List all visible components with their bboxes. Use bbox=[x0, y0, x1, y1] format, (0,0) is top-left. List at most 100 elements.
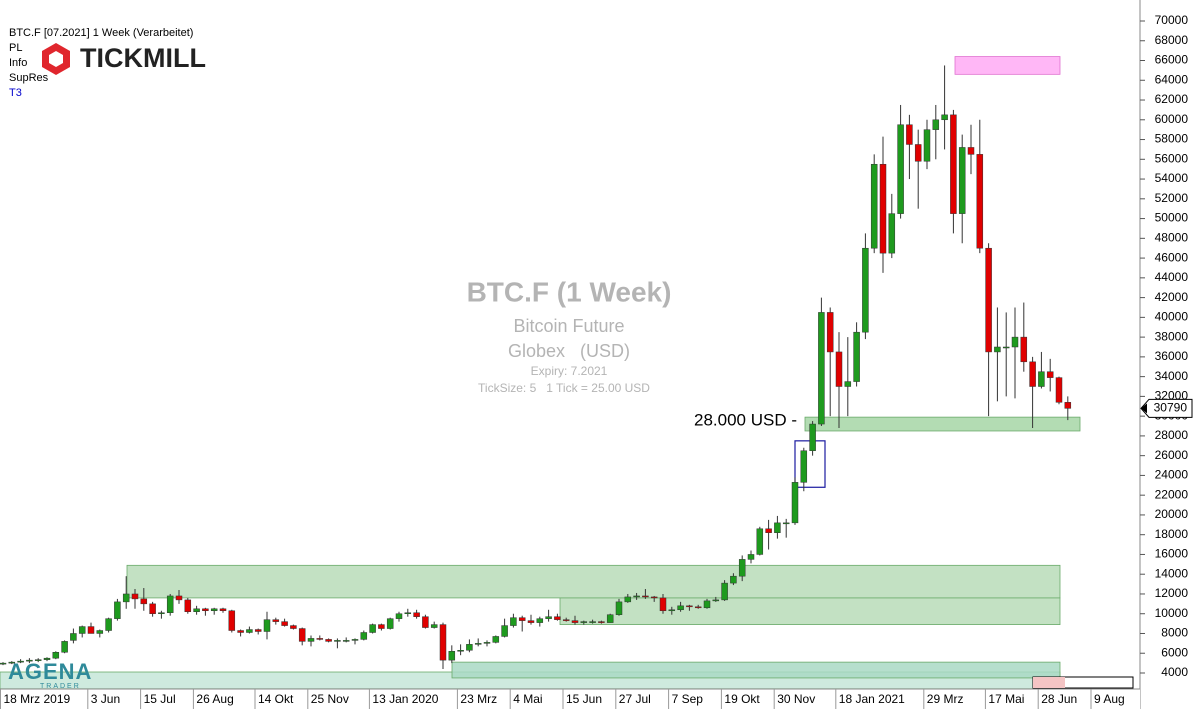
y-tick-label: 70000 bbox=[1155, 13, 1189, 27]
x-tick-label: 14 Okt bbox=[258, 692, 294, 706]
candle-body bbox=[395, 613, 403, 619]
candle-body bbox=[941, 114, 948, 121]
candle-body bbox=[430, 624, 438, 628]
candle-body bbox=[870, 163, 878, 249]
candle-body bbox=[219, 608, 227, 612]
y-tick-label: 44000 bbox=[1155, 270, 1189, 284]
y-tick-label: 42000 bbox=[1155, 290, 1189, 304]
candle-body bbox=[448, 651, 456, 661]
candle-body bbox=[193, 608, 200, 612]
candle-body bbox=[466, 644, 473, 651]
candle-body bbox=[0, 662, 7, 665]
candle-body bbox=[932, 119, 940, 130]
y-tick-label: 20000 bbox=[1155, 507, 1189, 521]
header-item: PL bbox=[9, 42, 22, 54]
y-tick-label: 12000 bbox=[1155, 586, 1189, 600]
x-tick-label: 28 Jun bbox=[1041, 692, 1077, 706]
x-tick-label: 30 Nov bbox=[777, 692, 815, 706]
candle-body bbox=[642, 595, 649, 598]
candle-body bbox=[536, 618, 544, 623]
header-item: T3 bbox=[9, 87, 22, 99]
y-tick-label: 68000 bbox=[1155, 33, 1189, 47]
candle-body bbox=[237, 630, 244, 633]
candle-body bbox=[1002, 346, 1010, 349]
candle-body bbox=[290, 625, 297, 629]
candle-body bbox=[958, 147, 966, 214]
y-tick-label: 24000 bbox=[1155, 468, 1189, 482]
y-tick-label: 46000 bbox=[1155, 250, 1189, 264]
candle-body bbox=[378, 624, 385, 629]
candle-body bbox=[677, 605, 684, 611]
candle-body bbox=[730, 575, 737, 584]
candle-body bbox=[518, 617, 526, 621]
candle-body bbox=[791, 482, 799, 524]
x-axis-panel bbox=[0, 689, 1140, 709]
candle-body bbox=[862, 247, 869, 333]
y-tick-label: 66000 bbox=[1155, 53, 1189, 67]
x-tick-label: 17 Mai bbox=[988, 692, 1024, 706]
candle-body bbox=[175, 595, 183, 601]
candle-body bbox=[818, 312, 825, 425]
candle-body bbox=[158, 612, 165, 614]
candle-body bbox=[686, 605, 693, 608]
candle-body bbox=[774, 522, 781, 533]
candle-body bbox=[114, 601, 121, 619]
y-tick-label: 10000 bbox=[1155, 606, 1189, 620]
candle-body bbox=[78, 626, 86, 634]
zone bbox=[559, 597, 1061, 625]
zone bbox=[804, 416, 1081, 432]
candle-body bbox=[8, 661, 16, 664]
candle-body bbox=[263, 619, 271, 632]
zone bbox=[954, 56, 1061, 75]
candle-body bbox=[527, 620, 535, 623]
y-tick-label: 16000 bbox=[1155, 547, 1189, 561]
candle-body bbox=[422, 616, 429, 628]
zones bbox=[0, 56, 1081, 690]
candle-body bbox=[483, 642, 491, 644]
candle-body bbox=[386, 618, 394, 629]
candle-body bbox=[835, 351, 843, 387]
candle-body bbox=[633, 595, 640, 598]
y-tick-label: 56000 bbox=[1155, 151, 1189, 165]
candle-body bbox=[413, 612, 420, 617]
y-tick-label: 60000 bbox=[1155, 112, 1189, 126]
candle-body bbox=[589, 621, 596, 623]
x-tick-label: 9 Aug bbox=[1094, 692, 1125, 706]
candle-body bbox=[985, 247, 992, 353]
candle-body bbox=[316, 638, 324, 640]
x-tick-label: 13 Jan 2020 bbox=[372, 692, 438, 706]
x-tick-label: 19 Okt bbox=[724, 692, 760, 706]
y-tick-label: 64000 bbox=[1155, 72, 1189, 86]
y-tick-label: 26000 bbox=[1155, 448, 1189, 462]
candle-body bbox=[404, 612, 412, 614]
logo-broker: TICKMILL bbox=[80, 43, 206, 73]
candle-body bbox=[923, 129, 931, 162]
candle-body bbox=[712, 599, 720, 602]
candle-body bbox=[334, 640, 341, 642]
candle-body bbox=[914, 144, 922, 162]
candle-body bbox=[342, 640, 350, 642]
candle-body bbox=[298, 628, 306, 642]
candle-body bbox=[501, 625, 508, 637]
y-tick-label: 22000 bbox=[1155, 487, 1189, 501]
watermark-name: Bitcoin Future bbox=[513, 316, 624, 336]
candle-body bbox=[554, 616, 561, 620]
candle-body bbox=[246, 629, 253, 633]
candle-body bbox=[510, 617, 517, 626]
candle-body bbox=[184, 599, 192, 612]
candle-body bbox=[1038, 371, 1045, 387]
candle-body bbox=[1029, 361, 1036, 387]
logo-platform-sub: TRADER bbox=[40, 683, 81, 690]
y-tick-label: 36000 bbox=[1155, 349, 1189, 363]
candle-body bbox=[492, 636, 500, 643]
candle-body bbox=[765, 528, 772, 533]
candles bbox=[0, 65, 1072, 670]
logo-platform: AGENA bbox=[8, 659, 92, 684]
watermark-ticksize: TickSize: 5 1 Tick = 25.00 USD bbox=[478, 381, 650, 395]
watermark-expiry: Expiry: 7.2021 bbox=[531, 364, 608, 378]
candle-body bbox=[694, 606, 702, 609]
candle-body bbox=[140, 598, 148, 605]
candle-body bbox=[721, 582, 728, 601]
y-tick-label: 62000 bbox=[1155, 92, 1189, 106]
candle-body bbox=[61, 641, 68, 653]
